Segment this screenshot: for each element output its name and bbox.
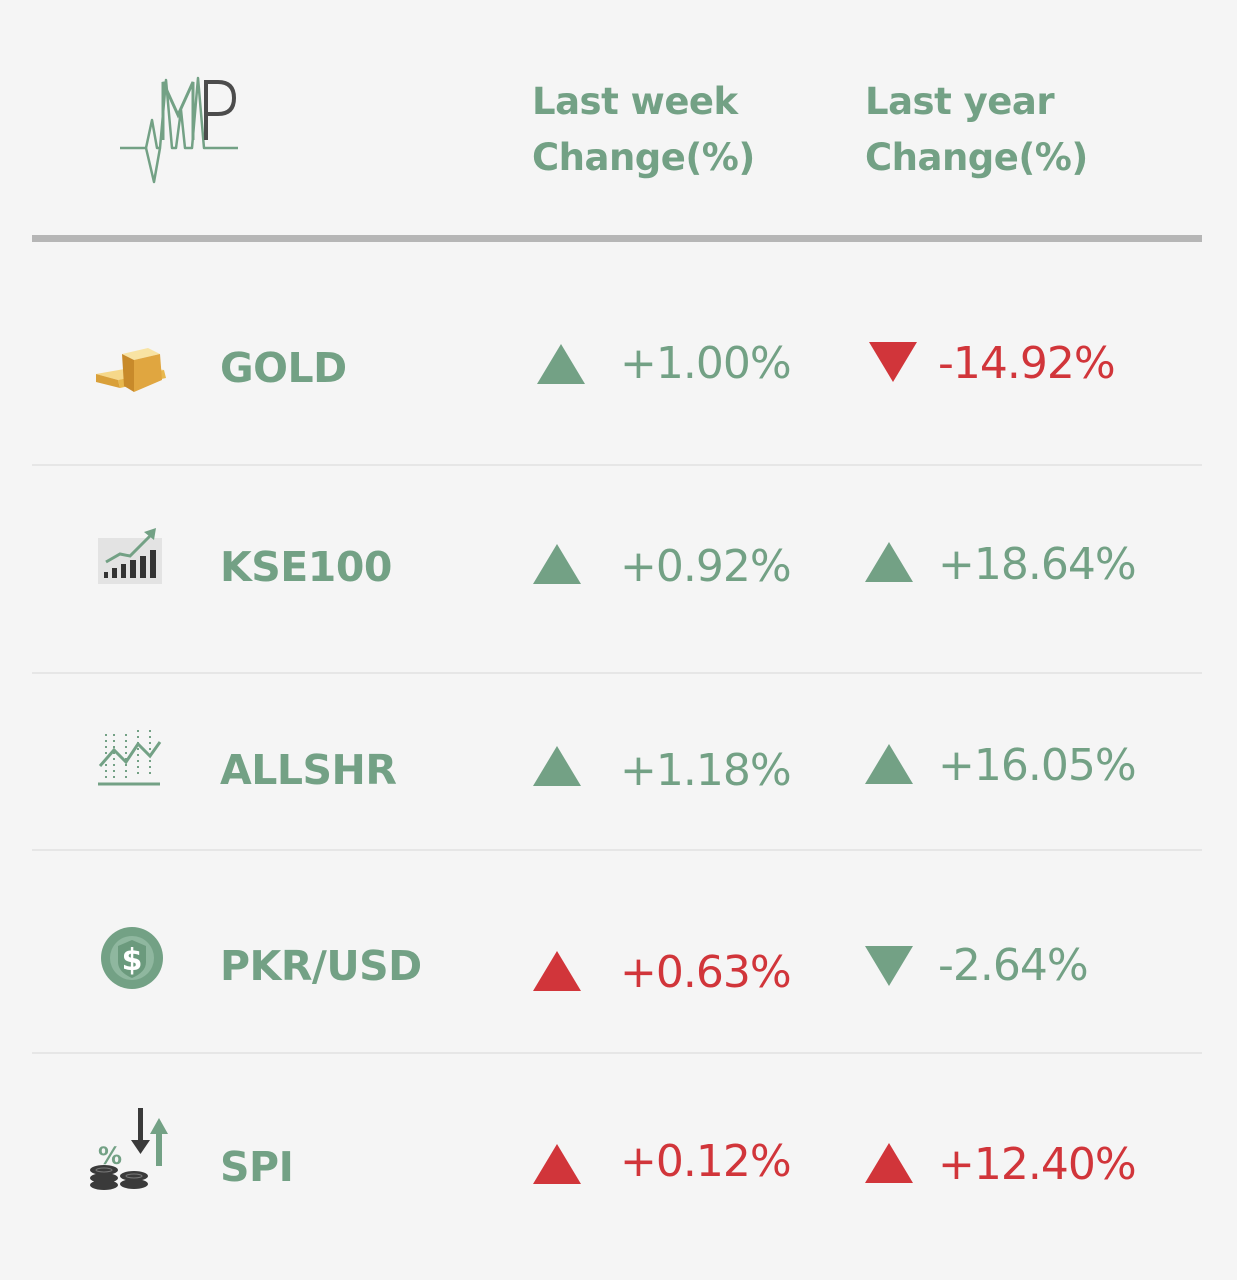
week-change-value: +1.18% [620,745,792,796]
year-change-arrow-icon [865,542,913,582]
week-change-arrow-icon [533,951,581,991]
year-change-value: +16.05% [938,740,1137,791]
header-last-week-change: Last week Change(%) [532,74,755,186]
svg-text:$: $ [122,943,143,978]
header-last-year-change: Last year Change(%) [865,74,1088,186]
asset-name: GOLD [220,344,347,392]
year-change-arrow-icon [869,342,917,382]
asset-name: KSE100 [220,543,392,591]
line-chart-icon [98,730,162,786]
week-change-value: +0.12% [620,1136,792,1187]
asset-name: SPI [220,1143,294,1191]
week-change-arrow-icon [533,1144,581,1184]
header-year-line2: Change(%) [865,136,1088,179]
row-divider [32,672,1202,674]
week-change-value: +0.92% [620,541,792,592]
year-change-value: -14.92% [938,338,1116,389]
row-divider [32,1052,1202,1054]
row-divider [32,849,1202,851]
header-week-line2: Change(%) [532,136,755,179]
year-change-value: -2.64% [938,940,1089,991]
year-change-arrow-icon [865,946,913,986]
percent-coins-arrows-icon: % [90,1108,168,1190]
header-divider [32,235,1202,242]
year-change-arrow-icon [865,1143,913,1183]
asset-name: PKR/USD [220,942,422,990]
week-change-arrow-icon [533,746,581,786]
week-change-arrow-icon [537,344,585,384]
header-week-line1: Last week [532,80,738,123]
dollar-coin-icon: $ [101,927,163,989]
amp-logo: MP [120,76,238,184]
gold-bars-icon [96,348,166,392]
year-change-value: +18.64% [938,539,1137,590]
header-year-line1: Last year [865,80,1055,123]
year-change-value: +12.40% [938,1139,1137,1190]
bar-chart-rising-icon [98,528,162,584]
week-change-value: +0.63% [620,947,792,998]
asset-name: ALLSHR [220,746,397,794]
week-change-value: +1.00% [620,338,792,389]
year-change-arrow-icon [865,744,913,784]
row-divider [32,464,1202,466]
week-change-arrow-icon [533,544,581,584]
